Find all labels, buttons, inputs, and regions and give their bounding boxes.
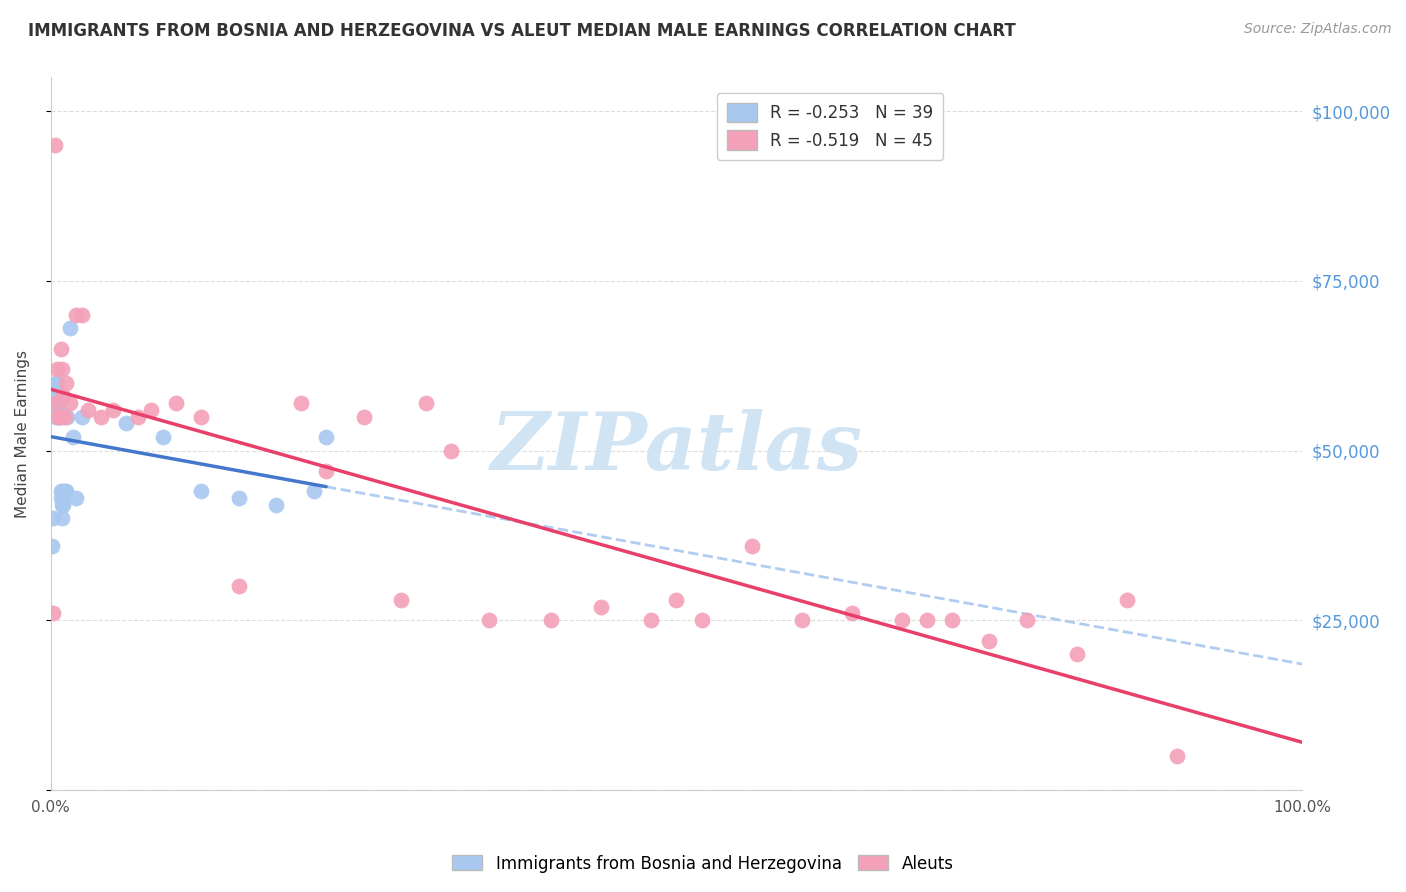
Point (290, 396, 312, 410)
Point (1066, 647, 1088, 661)
Point (44, 396, 66, 410)
Point (45, 409, 67, 424)
Point (77, 403, 100, 417)
Y-axis label: Median Male Earnings: Median Male Earnings (15, 350, 30, 517)
Point (46, 376, 69, 390)
Point (165, 396, 187, 410)
Point (640, 613, 662, 627)
Point (46, 403, 69, 417)
Point (440, 443, 463, 458)
Point (49, 484, 72, 499)
Point (46, 403, 69, 417)
Point (46, 409, 69, 424)
Point (49, 491, 72, 505)
Point (264, 498, 287, 512)
Point (46, 362, 69, 376)
Legend: R = -0.253   N = 39, R = -0.519   N = 45: R = -0.253 N = 39, R = -0.519 N = 45 (717, 93, 943, 160)
Point (139, 403, 162, 417)
Point (540, 613, 562, 627)
Point (90, 409, 112, 424)
Point (45, 396, 67, 410)
Point (53, 409, 76, 424)
Point (915, 613, 938, 627)
Point (49, 409, 72, 424)
Text: ZIPatlas: ZIPatlas (491, 409, 862, 487)
Point (389, 592, 412, 607)
Point (55, 376, 77, 390)
Point (103, 403, 125, 417)
Point (1015, 613, 1038, 627)
Text: IMMIGRANTS FROM BOSNIA AND HERZEGOVINA VS ALEUT MEDIAN MALE EARNINGS CORRELATION: IMMIGRANTS FROM BOSNIA AND HERZEGOVINA V… (28, 22, 1017, 40)
Point (45, 376, 67, 390)
Point (353, 409, 375, 424)
Point (51, 362, 73, 376)
Point (665, 592, 688, 607)
Point (190, 409, 212, 424)
Point (48, 409, 70, 424)
Point (690, 613, 713, 627)
Point (65, 491, 87, 505)
Point (302, 484, 325, 499)
Point (46, 396, 69, 410)
Point (1166, 748, 1188, 763)
Point (890, 613, 912, 627)
Point (52, 389, 75, 403)
Point (55, 484, 77, 499)
Point (790, 613, 813, 627)
Point (228, 579, 250, 593)
Point (52, 498, 75, 512)
Point (41, 539, 63, 553)
Point (941, 613, 963, 627)
Point (49, 342, 72, 356)
Point (1116, 592, 1139, 607)
Point (48, 409, 70, 424)
Point (190, 484, 212, 499)
Point (127, 409, 149, 424)
Point (51, 511, 73, 525)
Point (315, 430, 337, 444)
Point (51, 498, 73, 512)
Point (315, 464, 337, 478)
Point (65, 308, 87, 322)
Point (741, 539, 763, 553)
Point (45, 389, 67, 403)
Point (478, 613, 501, 627)
Point (841, 607, 863, 621)
Text: Source: ZipAtlas.com: Source: ZipAtlas.com (1244, 22, 1392, 37)
Point (56, 409, 79, 424)
Point (70, 409, 93, 424)
Point (42, 607, 65, 621)
Point (44, 138, 66, 153)
Point (62, 430, 84, 444)
Point (979, 633, 1001, 648)
Legend: Immigrants from Bosnia and Herzegovina, Aleuts: Immigrants from Bosnia and Herzegovina, … (446, 848, 960, 880)
Point (415, 396, 437, 410)
Point (46, 409, 69, 424)
Point (228, 491, 250, 505)
Point (46, 409, 69, 424)
Point (46, 396, 69, 410)
Point (53, 484, 76, 499)
Point (44, 389, 66, 403)
Point (115, 417, 138, 431)
Point (46, 396, 69, 410)
Point (59, 321, 82, 335)
Point (591, 599, 613, 614)
Point (42, 511, 65, 525)
Point (59, 396, 82, 410)
Point (45, 396, 67, 410)
Point (52, 484, 75, 499)
Point (48, 403, 70, 417)
Point (152, 430, 174, 444)
Point (70, 308, 93, 322)
